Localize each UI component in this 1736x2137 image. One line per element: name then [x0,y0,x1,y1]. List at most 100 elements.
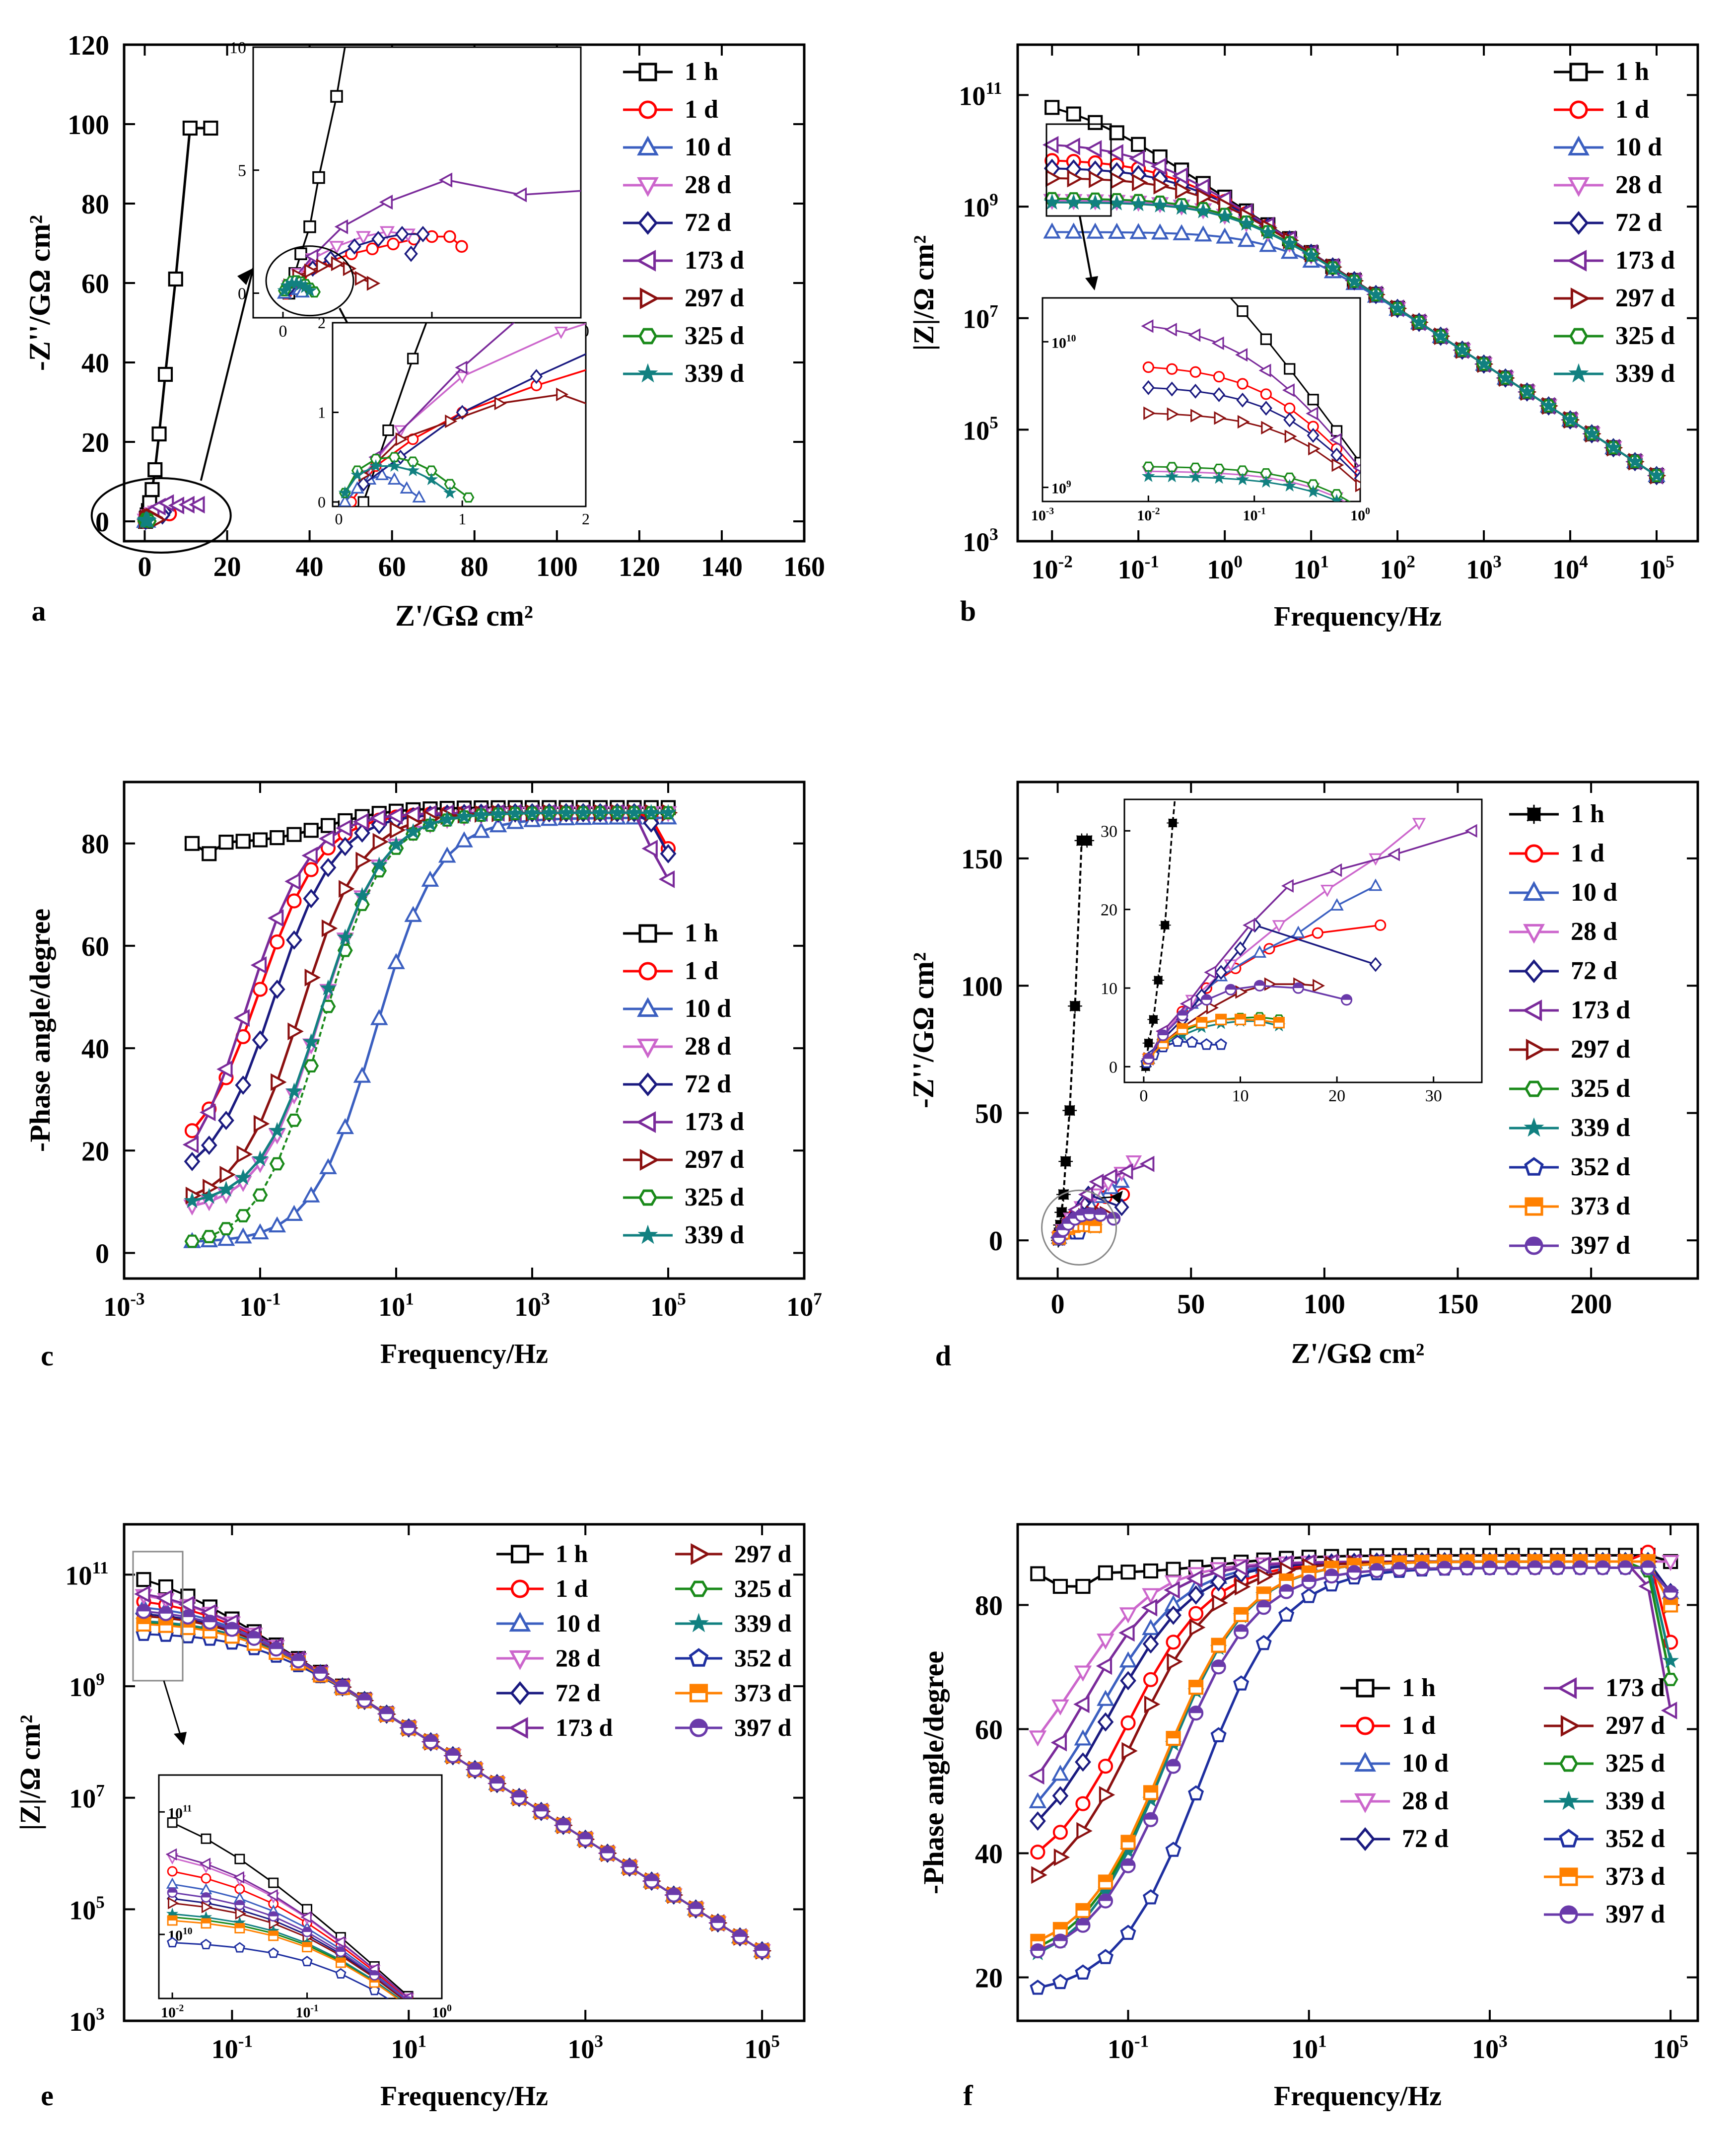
data-point [335,1968,347,1979]
marker-fill [1370,1564,1384,1571]
legend-item: 10 d [623,133,731,161]
legend-item: 1 d [1554,95,1649,124]
data-point [1283,412,1296,427]
data-point [1132,173,1148,192]
data-point [1190,258,1200,268]
marker-fill [1196,1017,1207,1023]
data-point [1143,1053,1155,1065]
data-point [1618,1560,1633,1575]
data-point [1128,149,1145,168]
panel-a-data [136,120,218,530]
data-point [1259,475,1273,488]
data-point [201,1873,211,1884]
legend-label: 1 h [685,58,718,86]
zoom-arrowhead [1111,1191,1123,1204]
x-tick-label: 0 [1051,1289,1065,1320]
inset-series [167,1887,413,1998]
data-point [791,318,801,328]
marker-fill [1121,1836,1135,1843]
data-point [1234,1607,1249,1622]
x-tick-label: 104 [1552,552,1588,584]
data-point [1165,1842,1181,1857]
tick-label-base: 10-3 [1031,506,1054,524]
data-point [1189,383,1202,399]
data-point [557,804,575,820]
y-tick-label: 0 [318,493,326,511]
legend-item: 297 d [623,1145,744,1174]
data-point [1330,898,1344,911]
data-point [1583,425,1600,441]
data-point [379,195,393,210]
legend: 1 h 1 d 10 d 28 d 72 d 173 d 297 d 325 d 339 d 35… [1509,800,1630,1260]
data-point [1648,467,1665,483]
data-point [312,171,325,184]
data-point [1098,1893,1113,1909]
data-point [388,459,401,472]
data-point [1389,299,1406,316]
series-line [1037,1560,1672,1949]
data-point [235,1209,251,1222]
data-point [303,220,316,233]
data-point [1260,468,1272,479]
inset-series [1143,406,1360,493]
marker-fill [1280,1585,1293,1592]
data-point [1167,548,1178,558]
inset-bg [159,1775,442,1998]
legend-marker [636,1111,656,1133]
data-point [268,1911,279,1922]
y-tick-label: 40 [975,1839,1003,1870]
marker-fill [1235,1014,1246,1020]
data-point [1369,878,1383,891]
legend-label: 325 d [734,1574,792,1602]
marker-fill [1574,1561,1587,1568]
data-point [252,982,268,997]
marker-stroke [1056,1207,1067,1218]
marker-fill [1257,1587,1270,1594]
data-point [1108,222,1126,239]
marker-fill [358,1694,371,1701]
data-point [300,1911,312,1923]
panel-d-frame [1016,781,1699,1280]
data-point [425,465,437,476]
data-point [218,1222,234,1235]
tick-label-base: 10-1 [1108,2031,1149,2064]
y-tick-label: 1 [318,403,326,421]
marker-fill [181,1610,195,1617]
marker-fill [601,1847,614,1853]
data-point [151,426,167,442]
marker-fill [1053,1934,1067,1941]
series-297-d [185,804,678,1205]
legend-marker [1526,1039,1546,1061]
data-point [1165,470,1179,483]
legend-label: 1 h [1615,58,1649,86]
marker-fill [404,2001,413,2006]
legend-label: 352 d [1605,1825,1665,1853]
data-point [1256,1586,1271,1602]
legend-item: 397 d [1509,1231,1630,1260]
data-point [462,492,475,503]
marker-fill [1506,1561,1519,1568]
series-line [1145,799,1176,1067]
data-point [285,1082,303,1099]
tick-label-exponent: 4 [1579,552,1588,571]
data-point [437,2022,446,2032]
legend-item: 1 d [1509,839,1604,867]
inset1-series [277,276,317,297]
marker-fill [1167,1732,1180,1739]
marker-stroke [1058,1189,1069,1200]
data-point [199,1857,211,1870]
legend-label: 1 h [556,1540,588,1567]
data-point [1118,1163,1133,1180]
marker-fill [269,1912,278,1917]
series-339-d [137,511,157,528]
data-point [147,462,163,478]
legend-label: 173 d [1615,246,1675,275]
tick-label-base: 100 [1207,552,1243,584]
data-point [1216,227,1234,244]
data-point [438,2025,447,2035]
data-point [387,953,405,969]
marker-fill [302,1927,312,1932]
data-point [1369,1563,1385,1578]
data-point [511,1790,527,1805]
data-point [1572,1560,1588,1575]
